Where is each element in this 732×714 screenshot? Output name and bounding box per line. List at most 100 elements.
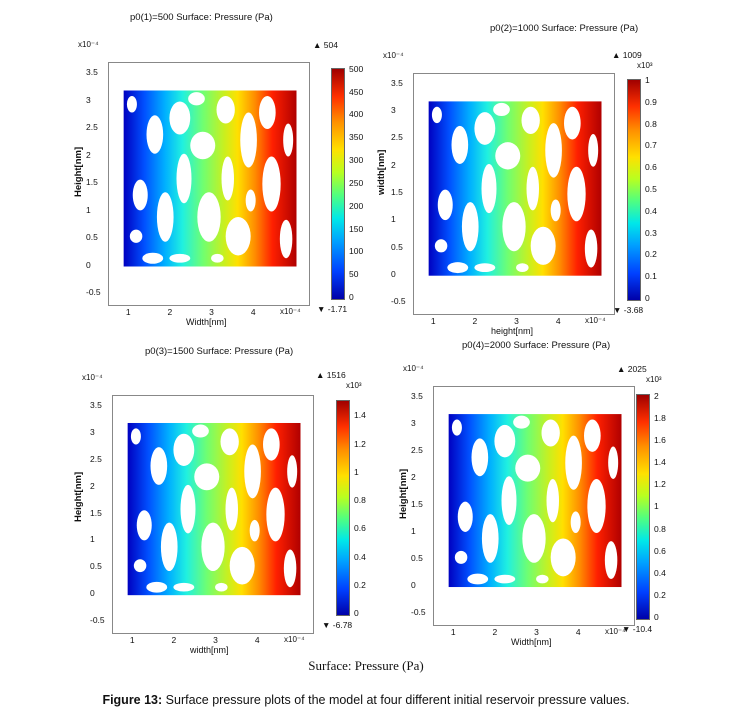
x-tick-label: 2 (492, 627, 498, 637)
colorbar-tick-label: 0.8 (354, 495, 366, 506)
y-tick-label: -0.5 (86, 287, 101, 297)
x-axis-multiplier: x10⁻⁴ (585, 316, 606, 325)
colorbar (636, 394, 650, 620)
x-axis-multiplier: x10⁻⁴ (605, 627, 626, 636)
colorbar-tick-label: 0 (354, 608, 359, 618)
x-axis-multiplier: x10⁻⁴ (280, 307, 301, 316)
y-tick-label: 3.5 (391, 77, 403, 88)
colorbar-tick-label: 0.4 (654, 567, 666, 578)
colorbar-tick-label: 1 (654, 501, 659, 512)
y-tick-label: 2.5 (411, 444, 423, 455)
colorbar-tick-label: 200 (349, 200, 364, 211)
colorbar-tick-label: 1.4 (654, 457, 666, 468)
colorbar-tick-label: 0 (349, 292, 354, 302)
colorbar-tick-label: 300 (349, 155, 364, 166)
colorbar-tick-label: 1.8 (654, 412, 666, 423)
y-axis-multiplier: x10⁻⁴ (383, 51, 404, 60)
y-tick-label: 3 (391, 105, 396, 116)
x-tick-label: 1 (129, 635, 135, 645)
x-tick-label: 3 (534, 627, 539, 637)
colorbar (627, 79, 641, 301)
y-tick-label: 1.5 (411, 499, 423, 509)
y-tick-label: 0 (411, 580, 416, 591)
x-tick-label: 3 (213, 635, 218, 645)
pore-network-surface (448, 414, 622, 588)
y-tick-label: 2 (411, 471, 416, 482)
pressure-surface (428, 101, 602, 276)
y-tick-label: 2 (90, 480, 95, 491)
y-axis-label: Height[nm] (73, 146, 84, 197)
colorbar-tick-label: 0.3 (645, 227, 657, 238)
y-tick-label: 0.5 (411, 553, 423, 564)
y-tick-label: 3 (411, 417, 416, 428)
colorbar-tick-label: 1.2 (354, 438, 366, 449)
y-tick-label: -0.5 (391, 296, 406, 307)
colorbar-tick-label: 0 (654, 612, 659, 622)
y-tick-label: 3.5 (90, 399, 102, 410)
colorbar-tick-label: 500 (349, 63, 364, 74)
pore-network-surface (127, 422, 301, 596)
caption-label: Figure 13: (102, 693, 163, 707)
pressure-surface (448, 414, 622, 588)
caption-text: Surface pressure plots of the model at f… (162, 693, 630, 707)
plot-area (108, 62, 310, 306)
x-tick-label: 4 (250, 307, 256, 317)
colorbar-tick-label: 0.2 (645, 249, 657, 260)
y-tick-label: 1 (86, 204, 91, 215)
x-axis-label: width[nm] (190, 645, 229, 655)
colorbar-tick-label: 0.4 (645, 205, 657, 216)
colorbar-tick-label: 0.6 (645, 162, 657, 173)
y-tick-label: 3.5 (411, 390, 423, 401)
colorbar-tick-label: 1 (645, 74, 650, 85)
colorbar-tick-label: 350 (349, 132, 364, 143)
y-tick-label: 2.5 (391, 132, 403, 143)
colorbar-tick-label: 250 (349, 177, 364, 188)
colorbar-tick-label: 0.8 (654, 523, 666, 534)
colorbar-max-label: ▲ 1009 (612, 50, 642, 60)
x-tick-label: 1 (125, 307, 131, 317)
colorbar (336, 400, 350, 616)
x-tick-label: 3 (514, 316, 519, 326)
colorbar-tick-label: 0.9 (645, 96, 657, 107)
colorbar-tick-label: 0 (645, 293, 650, 303)
colorbar-tick-label: 0.1 (645, 271, 657, 282)
y-axis-label: Height[nm] (398, 468, 409, 519)
colorbar-tick-label: 1.2 (654, 479, 666, 490)
y-tick-label: 1.5 (86, 177, 98, 187)
colorbar-tick-label: 0.5 (645, 183, 657, 194)
colorbar-tick-label: 150 (349, 223, 364, 234)
x-axis-label: Width[nm] (186, 317, 227, 327)
x-tick-label: 1 (430, 316, 436, 326)
pressure-surface (127, 422, 301, 596)
panel-title: p0(1)=500 Surface: Pressure (Pa) (130, 12, 273, 23)
y-tick-label: 1.5 (391, 187, 403, 197)
y-axis-label: width[nm] (376, 149, 387, 195)
colorbar-max-label: ▲ 2025 (617, 364, 647, 374)
y-tick-label: 2.5 (90, 453, 102, 464)
colorbar-tick-label: 1 (354, 466, 359, 477)
y-tick-label: 1 (90, 534, 95, 545)
x-axis-label: Width[nm] (511, 637, 552, 647)
colorbar-tick-label: 100 (349, 246, 364, 257)
y-tick-label: 3 (86, 94, 91, 105)
y-tick-label: 0.5 (391, 241, 403, 252)
colorbar-tick-label: 2 (654, 390, 659, 401)
y-tick-label: 0.5 (86, 232, 98, 242)
y-tick-label: 2 (391, 159, 396, 170)
y-tick-label: 0.5 (90, 561, 102, 572)
y-tick-label: 1 (411, 526, 416, 537)
colorbar-tick-label: 400 (349, 109, 364, 120)
colorbar-tick-label: 0.2 (354, 579, 366, 590)
colorbar-min-label: ▼ -1.71 (317, 304, 348, 314)
y-axis-multiplier: x10⁻⁴ (403, 364, 424, 373)
y-tick-label: 0 (90, 588, 95, 599)
y-tick-label: 3.5 (86, 67, 98, 77)
colorbar-tick-label: 0.6 (354, 523, 366, 534)
colorbar-min-label: ▼ -10.4 (622, 624, 653, 634)
plot-area (413, 73, 615, 315)
colorbar-tick-label: 0.2 (654, 589, 666, 600)
colorbar-tick-label: 50 (349, 269, 359, 280)
colorbar-multiplier: x10³ (646, 375, 662, 384)
colorbar-tick-label: 1.6 (654, 435, 666, 445)
x-tick-label: 1 (450, 627, 456, 637)
